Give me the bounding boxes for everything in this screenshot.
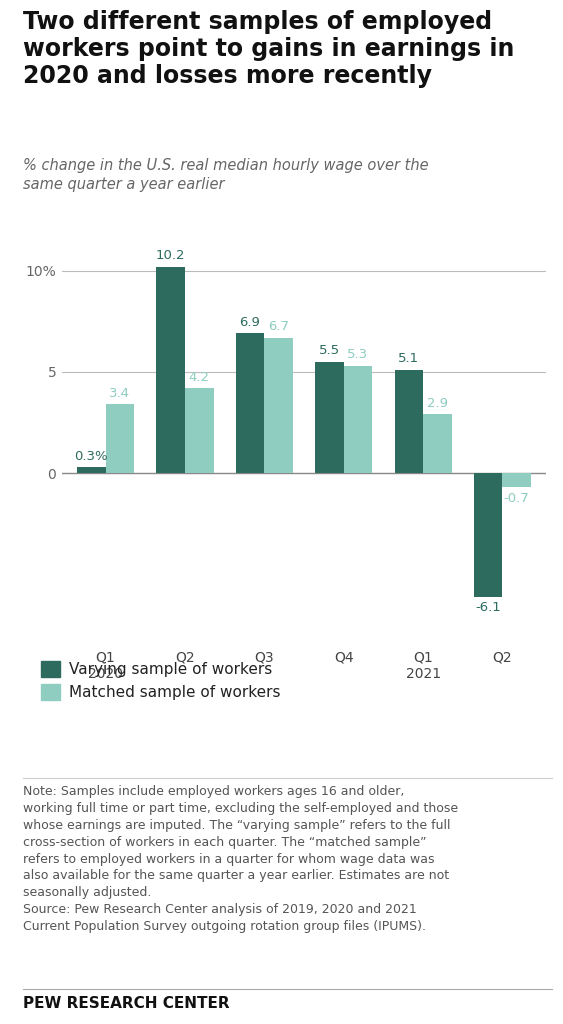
Bar bbox=[423, 415, 452, 473]
Bar bbox=[236, 334, 265, 473]
Legend: Varying sample of workers, Matched sample of workers: Varying sample of workers, Matched sampl… bbox=[42, 662, 280, 699]
Text: PEW RESEARCH CENTER: PEW RESEARCH CENTER bbox=[23, 996, 229, 1011]
Bar bbox=[474, 473, 502, 597]
Text: 4.2: 4.2 bbox=[189, 371, 210, 384]
Text: 5.1: 5.1 bbox=[398, 352, 419, 366]
Bar bbox=[265, 338, 293, 473]
Bar bbox=[502, 473, 531, 487]
Text: 5.3: 5.3 bbox=[347, 348, 369, 361]
Bar bbox=[157, 266, 185, 473]
Text: 10.2: 10.2 bbox=[156, 249, 185, 262]
Text: Two different samples of employed
workers point to gains in earnings in
2020 and: Two different samples of employed worker… bbox=[23, 10, 514, 88]
Bar bbox=[106, 404, 134, 473]
Bar bbox=[185, 388, 213, 473]
Bar bbox=[77, 467, 106, 473]
Text: 6.9: 6.9 bbox=[240, 316, 261, 329]
Text: 6.7: 6.7 bbox=[268, 321, 289, 333]
Text: 0.3%: 0.3% bbox=[74, 450, 108, 463]
Bar bbox=[395, 370, 423, 473]
Bar bbox=[343, 366, 372, 473]
Text: -0.7: -0.7 bbox=[504, 492, 530, 505]
Text: 3.4: 3.4 bbox=[109, 387, 131, 399]
Text: % change in the U.S. real median hourly wage over the
same quarter a year earlie: % change in the U.S. real median hourly … bbox=[23, 158, 428, 193]
Text: -6.1: -6.1 bbox=[475, 601, 501, 614]
Text: 2.9: 2.9 bbox=[427, 397, 448, 410]
Bar bbox=[315, 361, 343, 473]
Text: Note: Samples include employed workers ages 16 and older,
working full time or p: Note: Samples include employed workers a… bbox=[23, 785, 458, 933]
Text: 5.5: 5.5 bbox=[319, 344, 340, 357]
